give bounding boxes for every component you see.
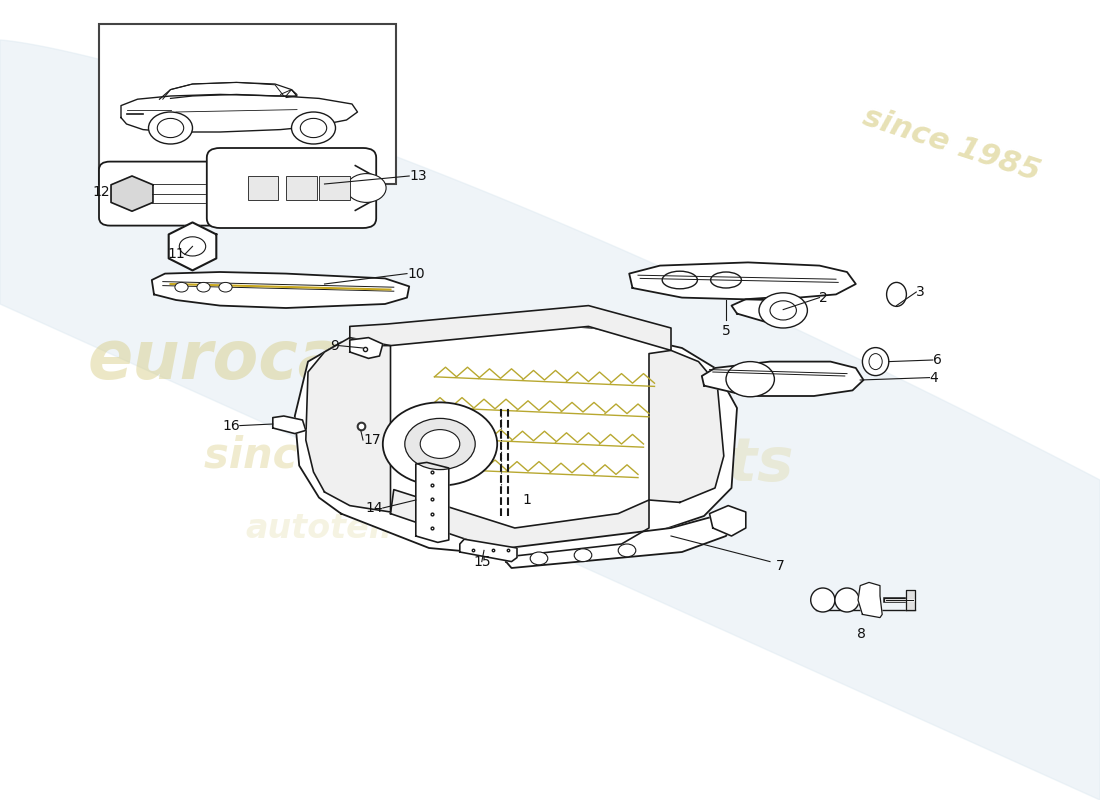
Text: 16: 16 — [222, 418, 240, 433]
Polygon shape — [649, 350, 724, 502]
Circle shape — [197, 282, 210, 292]
Circle shape — [300, 118, 327, 138]
Text: 3: 3 — [916, 285, 925, 299]
Text: 5: 5 — [722, 324, 730, 338]
Polygon shape — [306, 338, 390, 512]
Ellipse shape — [887, 282, 906, 306]
Circle shape — [292, 112, 336, 144]
Text: autoteile: autoteile — [245, 511, 415, 545]
Text: 1: 1 — [522, 493, 531, 507]
Text: since 1985: since 1985 — [204, 435, 456, 477]
Polygon shape — [273, 416, 306, 434]
Text: 4: 4 — [930, 370, 938, 385]
Polygon shape — [168, 222, 217, 270]
Ellipse shape — [811, 588, 835, 612]
Polygon shape — [350, 306, 671, 350]
Text: 12: 12 — [92, 185, 110, 199]
Bar — [286, 176, 317, 200]
Polygon shape — [702, 362, 864, 396]
Polygon shape — [506, 514, 735, 568]
Polygon shape — [710, 506, 746, 536]
Polygon shape — [111, 176, 153, 211]
Text: 9: 9 — [330, 338, 339, 353]
Text: 13: 13 — [409, 169, 427, 183]
Circle shape — [759, 293, 807, 328]
Text: 10: 10 — [407, 266, 425, 281]
Polygon shape — [350, 338, 383, 358]
Text: 8: 8 — [857, 626, 866, 641]
Text: since 1985: since 1985 — [454, 517, 690, 555]
Polygon shape — [460, 539, 517, 562]
Circle shape — [157, 118, 184, 138]
Circle shape — [346, 174, 386, 202]
Ellipse shape — [662, 271, 697, 289]
Polygon shape — [390, 490, 649, 556]
Circle shape — [726, 362, 774, 397]
Bar — [99, 24, 396, 184]
Text: 14: 14 — [365, 501, 383, 515]
Polygon shape — [629, 262, 856, 300]
Text: 15: 15 — [473, 554, 491, 569]
Circle shape — [179, 237, 206, 256]
Circle shape — [219, 282, 232, 292]
Polygon shape — [732, 298, 801, 322]
Text: 11: 11 — [167, 247, 185, 262]
Polygon shape — [121, 94, 358, 132]
Polygon shape — [160, 82, 297, 99]
Ellipse shape — [869, 354, 882, 370]
Circle shape — [618, 544, 636, 557]
Ellipse shape — [711, 272, 741, 288]
Bar — [248, 176, 278, 200]
Polygon shape — [416, 462, 449, 542]
Circle shape — [175, 282, 188, 292]
Text: eurocarparts: eurocarparts — [87, 327, 573, 393]
FancyBboxPatch shape — [99, 162, 226, 226]
Polygon shape — [295, 322, 737, 556]
Circle shape — [405, 418, 475, 470]
Circle shape — [383, 402, 497, 486]
Circle shape — [574, 549, 592, 562]
Circle shape — [148, 112, 192, 144]
Text: 7: 7 — [776, 559, 784, 574]
Ellipse shape — [835, 588, 859, 612]
Ellipse shape — [862, 347, 889, 375]
Circle shape — [420, 430, 460, 458]
Text: 17: 17 — [363, 433, 381, 447]
Circle shape — [530, 552, 548, 565]
Polygon shape — [858, 582, 882, 618]
Bar — [319, 176, 350, 200]
Text: eurocarparts: eurocarparts — [350, 434, 794, 494]
Text: since 1985: since 1985 — [859, 102, 1044, 186]
Polygon shape — [355, 166, 382, 210]
Polygon shape — [152, 272, 409, 308]
Text: 2: 2 — [820, 290, 828, 305]
Text: 6: 6 — [933, 353, 942, 367]
Circle shape — [770, 301, 796, 320]
FancyBboxPatch shape — [207, 148, 376, 228]
Polygon shape — [906, 590, 915, 610]
